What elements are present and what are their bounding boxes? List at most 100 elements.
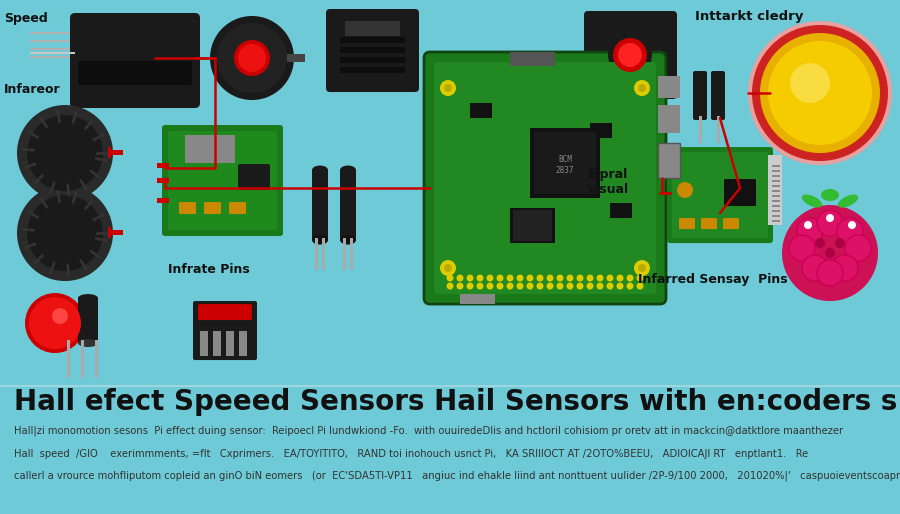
Bar <box>772 175 780 177</box>
Circle shape <box>444 84 452 92</box>
Circle shape <box>616 274 624 282</box>
Text: Hall efect Speeed Sensors Hail Sensors with en:coders s: Hall efect Speeed Sensors Hail Sensors w… <box>14 388 897 416</box>
Ellipse shape <box>78 339 98 347</box>
Circle shape <box>597 283 604 289</box>
Bar <box>510 52 555 66</box>
FancyBboxPatch shape <box>162 125 283 236</box>
Bar <box>287 54 305 62</box>
Bar <box>716 116 719 143</box>
Circle shape <box>466 274 473 282</box>
FancyBboxPatch shape <box>701 218 717 229</box>
Circle shape <box>27 115 103 191</box>
Bar <box>658 76 680 98</box>
Circle shape <box>440 80 456 96</box>
Bar <box>94 340 97 378</box>
Circle shape <box>634 260 650 276</box>
Bar <box>157 163 169 168</box>
Circle shape <box>636 283 644 289</box>
Bar <box>200 331 208 356</box>
Text: BCM
2837: BCM 2837 <box>556 155 574 175</box>
Bar <box>30 52 75 54</box>
Circle shape <box>634 80 650 96</box>
Circle shape <box>446 283 454 289</box>
Ellipse shape <box>78 294 98 302</box>
Bar <box>658 143 680 178</box>
Circle shape <box>507 283 514 289</box>
FancyBboxPatch shape <box>724 179 756 206</box>
Circle shape <box>626 274 634 282</box>
Bar <box>108 230 123 235</box>
Text: Infarred Sensay  Pins: Infarred Sensay Pins <box>638 273 788 286</box>
Bar <box>772 165 780 167</box>
Bar <box>534 132 596 194</box>
Circle shape <box>760 33 880 153</box>
Circle shape <box>817 210 843 236</box>
Circle shape <box>815 238 825 248</box>
Circle shape <box>638 264 646 272</box>
Circle shape <box>608 33 652 77</box>
FancyBboxPatch shape <box>584 11 677 99</box>
Ellipse shape <box>312 235 328 245</box>
Bar <box>772 220 780 222</box>
Bar <box>698 116 701 143</box>
Bar <box>30 52 75 54</box>
Bar <box>772 215 780 217</box>
Circle shape <box>832 255 858 281</box>
Bar <box>30 52 75 54</box>
Ellipse shape <box>838 194 859 208</box>
FancyBboxPatch shape <box>693 71 707 120</box>
Bar <box>108 227 111 238</box>
FancyBboxPatch shape <box>238 164 270 190</box>
Text: callerl a vrource mohfliputom copleid an ginO biN eomers   (or  EC'SDA5TI-VP11  : callerl a vrource mohfliputom copleid an… <box>14 471 900 482</box>
Circle shape <box>587 274 593 282</box>
Bar <box>30 52 75 54</box>
FancyBboxPatch shape <box>434 62 656 294</box>
FancyBboxPatch shape <box>168 131 277 230</box>
Circle shape <box>804 221 812 229</box>
Bar <box>590 123 612 138</box>
Circle shape <box>17 105 113 201</box>
Circle shape <box>845 235 871 261</box>
FancyBboxPatch shape <box>723 218 739 229</box>
Circle shape <box>440 260 456 276</box>
Circle shape <box>444 264 452 272</box>
Bar <box>78 298 98 343</box>
FancyBboxPatch shape <box>424 52 666 304</box>
FancyBboxPatch shape <box>326 9 419 92</box>
FancyBboxPatch shape <box>672 152 768 238</box>
Bar <box>340 57 405 63</box>
Bar <box>30 32 70 34</box>
Circle shape <box>677 182 693 198</box>
Circle shape <box>848 221 856 229</box>
Circle shape <box>507 274 514 282</box>
Circle shape <box>607 283 614 289</box>
Bar <box>213 331 221 356</box>
FancyBboxPatch shape <box>179 202 196 214</box>
Text: Eipral
visual: Eipral visual <box>588 168 629 196</box>
Bar <box>340 67 405 73</box>
Bar <box>30 48 70 50</box>
Bar <box>30 40 70 42</box>
Circle shape <box>826 214 834 222</box>
Bar <box>772 185 780 187</box>
Circle shape <box>536 274 544 282</box>
Bar <box>340 37 405 43</box>
Text: Speed: Speed <box>4 12 48 25</box>
Circle shape <box>476 283 483 289</box>
Bar <box>108 150 123 155</box>
Text: Inttarkt cledry: Inttarkt cledry <box>695 10 804 23</box>
Circle shape <box>748 21 892 165</box>
Circle shape <box>27 195 103 271</box>
Bar <box>340 170 356 240</box>
Bar <box>772 170 780 172</box>
Circle shape <box>487 274 493 282</box>
Ellipse shape <box>340 235 356 245</box>
Bar <box>345 21 400 36</box>
Bar <box>658 143 680 178</box>
Circle shape <box>797 218 823 244</box>
Circle shape <box>626 283 634 289</box>
FancyBboxPatch shape <box>70 13 200 108</box>
Circle shape <box>234 40 270 76</box>
Bar <box>157 178 169 183</box>
Circle shape <box>497 283 503 289</box>
